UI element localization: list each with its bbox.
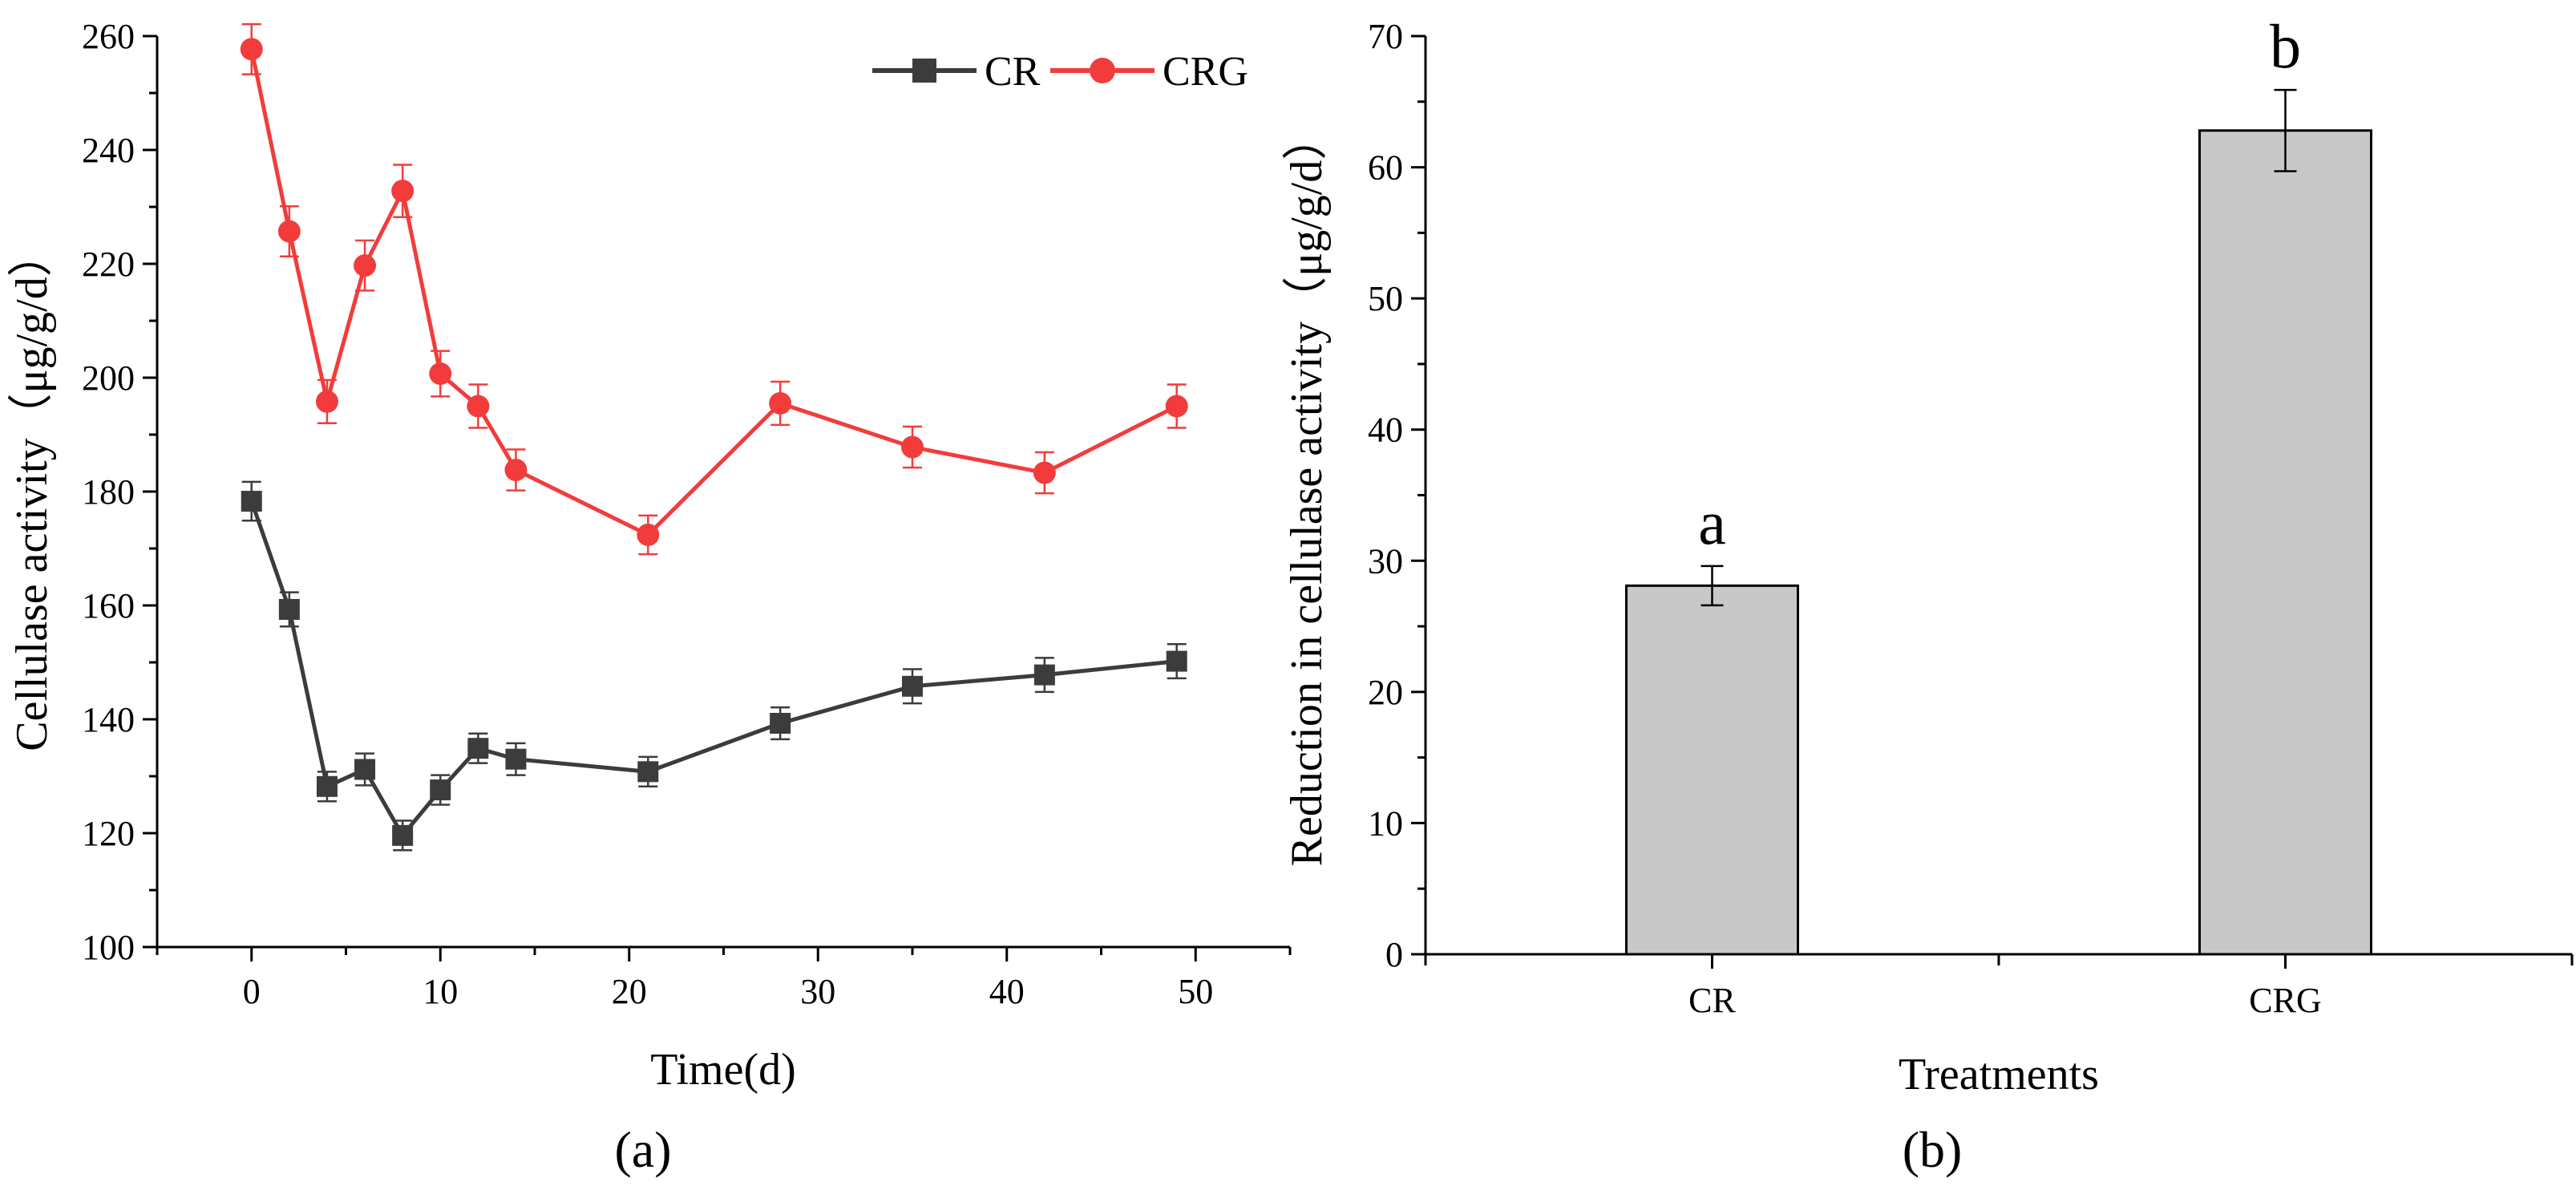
y-tick-label: 40 [1368,411,1403,450]
x-tick-label: 0 [243,972,261,1011]
x-tick-label: 10 [423,972,458,1011]
legend-crg-label: CRG [1163,49,1248,95]
legend-cr-marker [912,59,936,83]
panel-a-y-ticks: 100 120 140 160 180 200 220 240 260 [82,17,157,967]
y-tick-label: 20 [1368,673,1403,712]
data-point [770,712,791,734]
data-point [1033,461,1056,484]
data-point [391,180,415,203]
panel-b-y-axis-title: Reduction in cellulase activity（μg/g/d） [1282,115,1332,867]
panel-b-bars: CR a CRG b [1424,11,2574,1020]
panel-b-y-ticks: 0 10 20 30 40 50 60 70 [1368,17,1425,974]
data-point [504,459,528,482]
data-point [1166,650,1187,672]
panel-b-label: (b) [1903,1121,1963,1178]
data-point [354,254,377,277]
data-point [315,390,338,413]
data-point [505,748,527,770]
y-tick-label: 50 [1368,279,1403,318]
series-line [249,48,1178,537]
data-point [240,38,263,61]
y-tick-label: 120 [82,814,135,853]
y-tick-label: 160 [82,586,135,625]
data-point [1165,395,1188,418]
data-point [637,523,660,546]
y-tick-label: 100 [82,928,135,967]
x-tick-label: 40 [989,972,1025,1011]
data-point [467,395,490,418]
data-point [392,824,414,846]
panel-a-y-axis-title: Cellulase activity（μg/g/d） [7,232,57,751]
data-point [241,491,262,512]
y-tick-label: 70 [1368,17,1403,56]
panel-a-x-axis-title: Time(d) [650,1045,796,1095]
panel-b-x-axis-title: Treatments [1899,1050,2099,1099]
panel-b-bar-chart: 0 10 20 30 40 50 60 70 CR a CRG b Treatments Reduc… [1282,11,2574,1178]
x-tick-label: CR [1688,981,1736,1020]
legend-crg-marker [1090,58,1115,83]
data-point [1033,664,1055,686]
y-tick-label: 10 [1368,803,1403,843]
panel-a-legend: CR CRG [872,49,1248,95]
bar-group-crg: CRG b [2198,11,2372,1020]
x-tick-label: 20 [612,972,647,1011]
data-point [467,738,489,759]
y-tick-label: 30 [1368,541,1403,581]
data-point [277,220,301,243]
data-point [430,779,451,801]
y-tick-label: 180 [82,472,135,512]
data-point [429,362,452,386]
x-tick-label: 50 [1178,972,1213,1011]
y-tick-label: 0 [1385,935,1403,974]
data-point [354,759,376,780]
series-cr [241,480,1187,852]
legend-cr-label: CR [985,49,1041,95]
data-point [769,391,792,415]
y-tick-label: 260 [82,17,135,56]
y-tick-label: 240 [82,131,135,170]
data-point [901,435,924,459]
data-point [278,598,300,620]
x-tick-label: CRG [2249,981,2321,1020]
data-point [637,761,659,783]
y-tick-label: 140 [82,700,135,739]
panel-a-series [240,22,1188,852]
bar-group-cr: CR a [1625,488,1799,1020]
panel-a-label: (a) [614,1121,671,1178]
bar [1625,584,1799,956]
series-crg [240,22,1188,556]
y-tick-label: 220 [82,245,135,284]
significance-label: b [2270,11,2301,81]
significance-label: a [1698,488,1726,557]
y-tick-label: 60 [1368,148,1403,188]
data-point [902,675,923,697]
panel-a-x-ticks: 0 10 20 30 40 50 [156,947,1292,1011]
x-tick-label: 30 [800,972,835,1011]
bar [2198,129,2372,956]
data-point [316,775,338,797]
y-tick-label: 200 [82,358,135,398]
